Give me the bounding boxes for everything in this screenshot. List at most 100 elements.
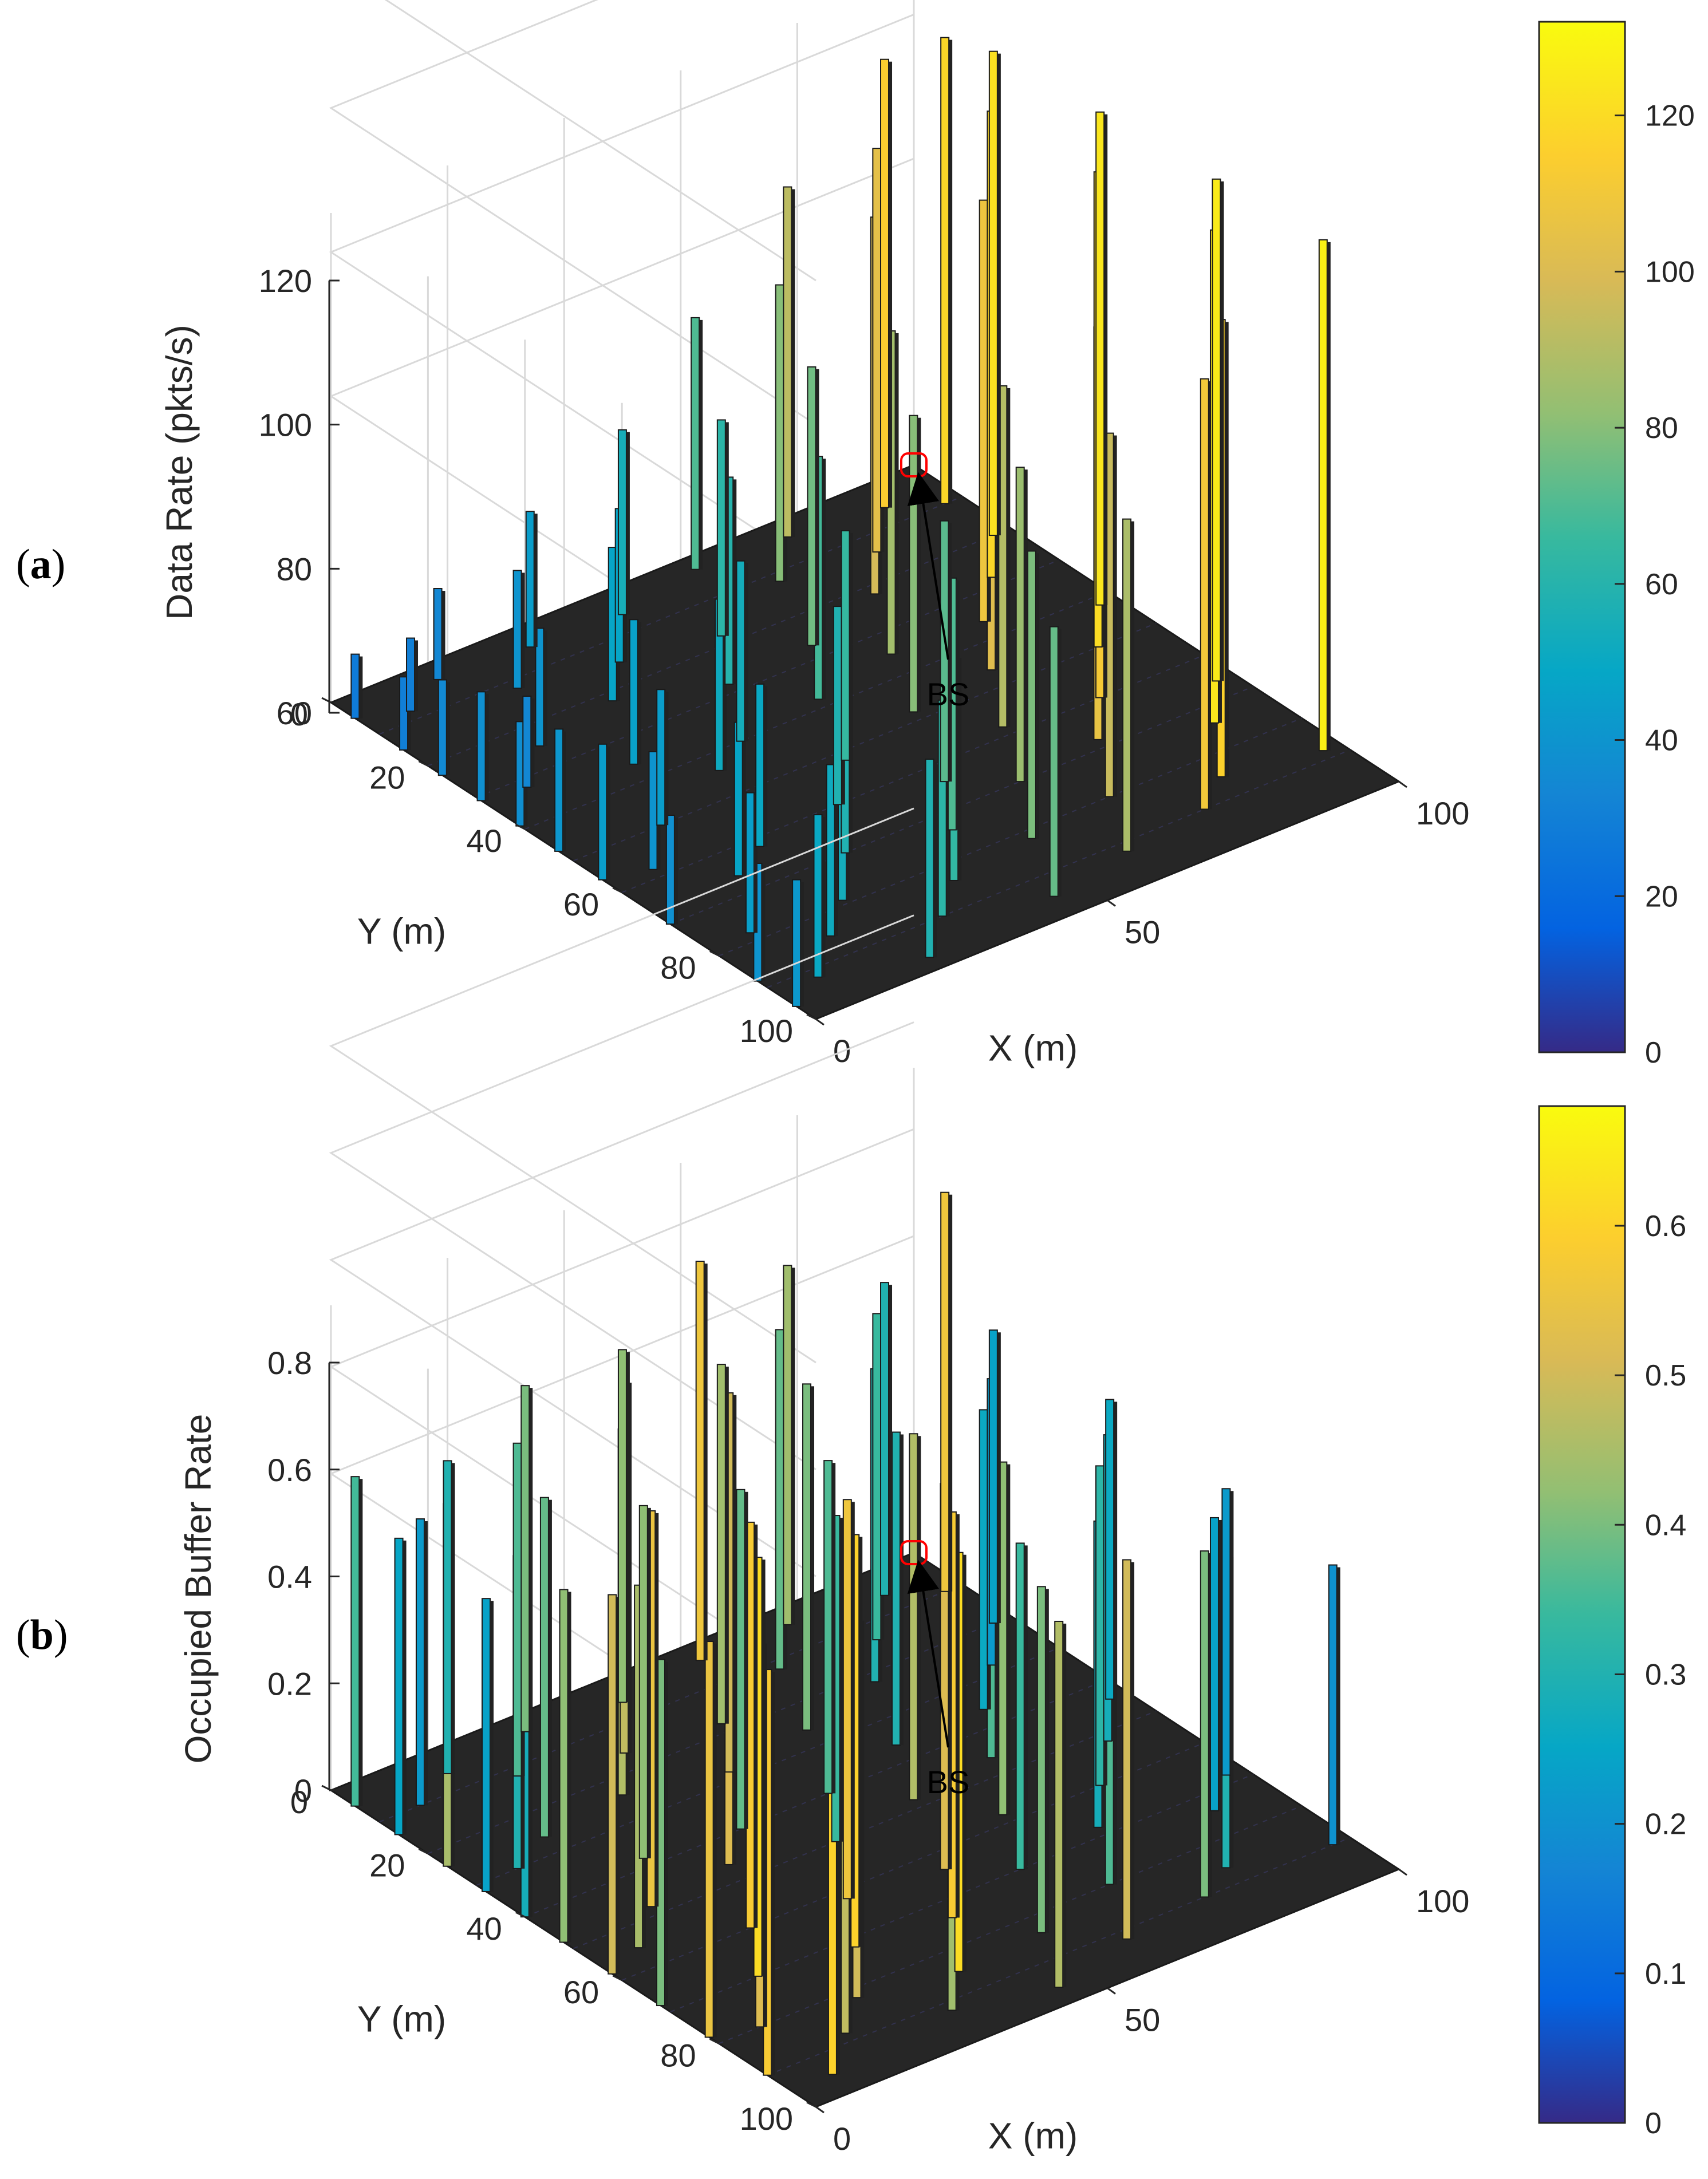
bar [755, 683, 765, 847]
bar [512, 570, 522, 689]
bar-shadow [563, 731, 567, 851]
bar [482, 1598, 491, 1892]
bar-shadow [664, 1661, 668, 2006]
bar [1200, 1550, 1209, 1898]
bar-shadow [771, 1672, 775, 2075]
z-axis-title: Occupied Buffer Rate [177, 1414, 219, 1764]
bar [539, 1497, 549, 1838]
bar-shadow [1024, 1545, 1028, 1870]
bar [733, 721, 743, 877]
bar-shadow [836, 1664, 840, 2075]
bar-shadow [424, 1521, 428, 1806]
bar-shadow [948, 1486, 952, 1870]
bar-shadow [1063, 1623, 1067, 1988]
bar-shadow [674, 818, 678, 925]
colorbar: 0 20 40 60 80 100 120 [1538, 21, 1695, 1069]
bar [807, 366, 816, 646]
x-tick-label: 50 [1125, 914, 1160, 950]
bar [1105, 1399, 1115, 1700]
bar [842, 1499, 852, 1900]
x-axis-title: X (m) [988, 2115, 1078, 2157]
bar [559, 1589, 569, 1943]
bar [554, 728, 564, 852]
y-tick-label: 40 [467, 1910, 502, 1947]
bar [940, 1191, 950, 1592]
bs-annotation: BS [927, 676, 970, 712]
z-axis-title: Data Rate (pkts/s) [159, 325, 200, 620]
bar [979, 199, 988, 622]
z-tick-label: 60 [277, 695, 312, 731]
bar [350, 653, 360, 719]
colorbar-tick-label: 0.1 [1645, 1957, 1686, 1991]
bar [880, 58, 890, 508]
bar-shadow [744, 1491, 748, 1829]
bar-shadow [949, 1194, 953, 1592]
bar-shadow [861, 1620, 865, 1998]
bar-shadow [815, 369, 819, 646]
bar-shadow [949, 40, 953, 504]
bar-shadow [754, 1524, 758, 1928]
colorbar-tick-label: 0.4 [1645, 1509, 1686, 1542]
bar [736, 1489, 745, 1830]
bar-shadow [851, 1502, 855, 1899]
bar [841, 530, 850, 761]
bar-shadow [403, 1540, 407, 1835]
bar-shadow [451, 1463, 455, 1774]
bar-shadow [529, 1388, 533, 1732]
colorbar-tick-label: 80 [1645, 412, 1678, 445]
bar [783, 1265, 792, 1625]
bar [1122, 518, 1132, 852]
bar [988, 50, 998, 536]
bar [1027, 550, 1036, 839]
x-tick-label: 0 [833, 2121, 851, 2157]
bar [704, 1641, 714, 2038]
bar-shadow [811, 1386, 815, 1730]
bar-shadow [1225, 322, 1229, 777]
bar [648, 751, 658, 870]
bar-shadow [1218, 1519, 1222, 1811]
bar [512, 1442, 522, 1777]
x-tick-label: 100 [1416, 795, 1469, 831]
colorbar-tick-label: 60 [1645, 568, 1678, 601]
bar-shadow [1058, 629, 1062, 897]
bar-shadow [1220, 181, 1224, 681]
bar-shadow [490, 1601, 494, 1892]
z-tick-label: 0.8 [267, 1345, 312, 1381]
z-tick-label: 0 [294, 1773, 312, 1809]
colorbar-tick-label: 40 [1645, 724, 1678, 757]
bar-shadow [665, 692, 669, 826]
x-axis-title: X (m) [988, 1028, 1078, 1069]
bar-shadow [567, 1592, 571, 1943]
bar [350, 1476, 360, 1807]
bar [716, 419, 726, 637]
bs-arrow [907, 472, 949, 660]
bar-shadow [441, 591, 445, 680]
bar [476, 691, 486, 802]
y-tick-label: 60 [563, 886, 599, 922]
y-tick-label: 60 [563, 1974, 599, 2010]
bar [394, 1537, 404, 1835]
bar-shadow [1045, 1589, 1049, 1933]
z-tick-label: 0.4 [267, 1559, 312, 1595]
bar-shadow [956, 1514, 960, 1918]
bar [1095, 111, 1105, 606]
bar-shadow [713, 1644, 717, 2038]
bar-shadow [917, 1436, 921, 1800]
bar [437, 679, 447, 776]
bar-shadow [948, 523, 952, 782]
bar [891, 1431, 901, 1746]
z-tick-label: 0.2 [267, 1665, 312, 1702]
bar-shadow [763, 1643, 767, 2027]
bar-shadow [606, 746, 610, 880]
bar [925, 759, 934, 958]
bar-shadow [723, 601, 727, 771]
bar-shadow [359, 656, 363, 719]
bar [775, 1329, 784, 1670]
bar-shadow [655, 1513, 659, 1907]
y-tick-label: 100 [740, 2101, 793, 2137]
bar-shadow [528, 1613, 532, 1917]
bar-shadow [1114, 1402, 1118, 1699]
bar [443, 1460, 452, 1774]
y-tick-label: 0 [290, 1784, 308, 1820]
